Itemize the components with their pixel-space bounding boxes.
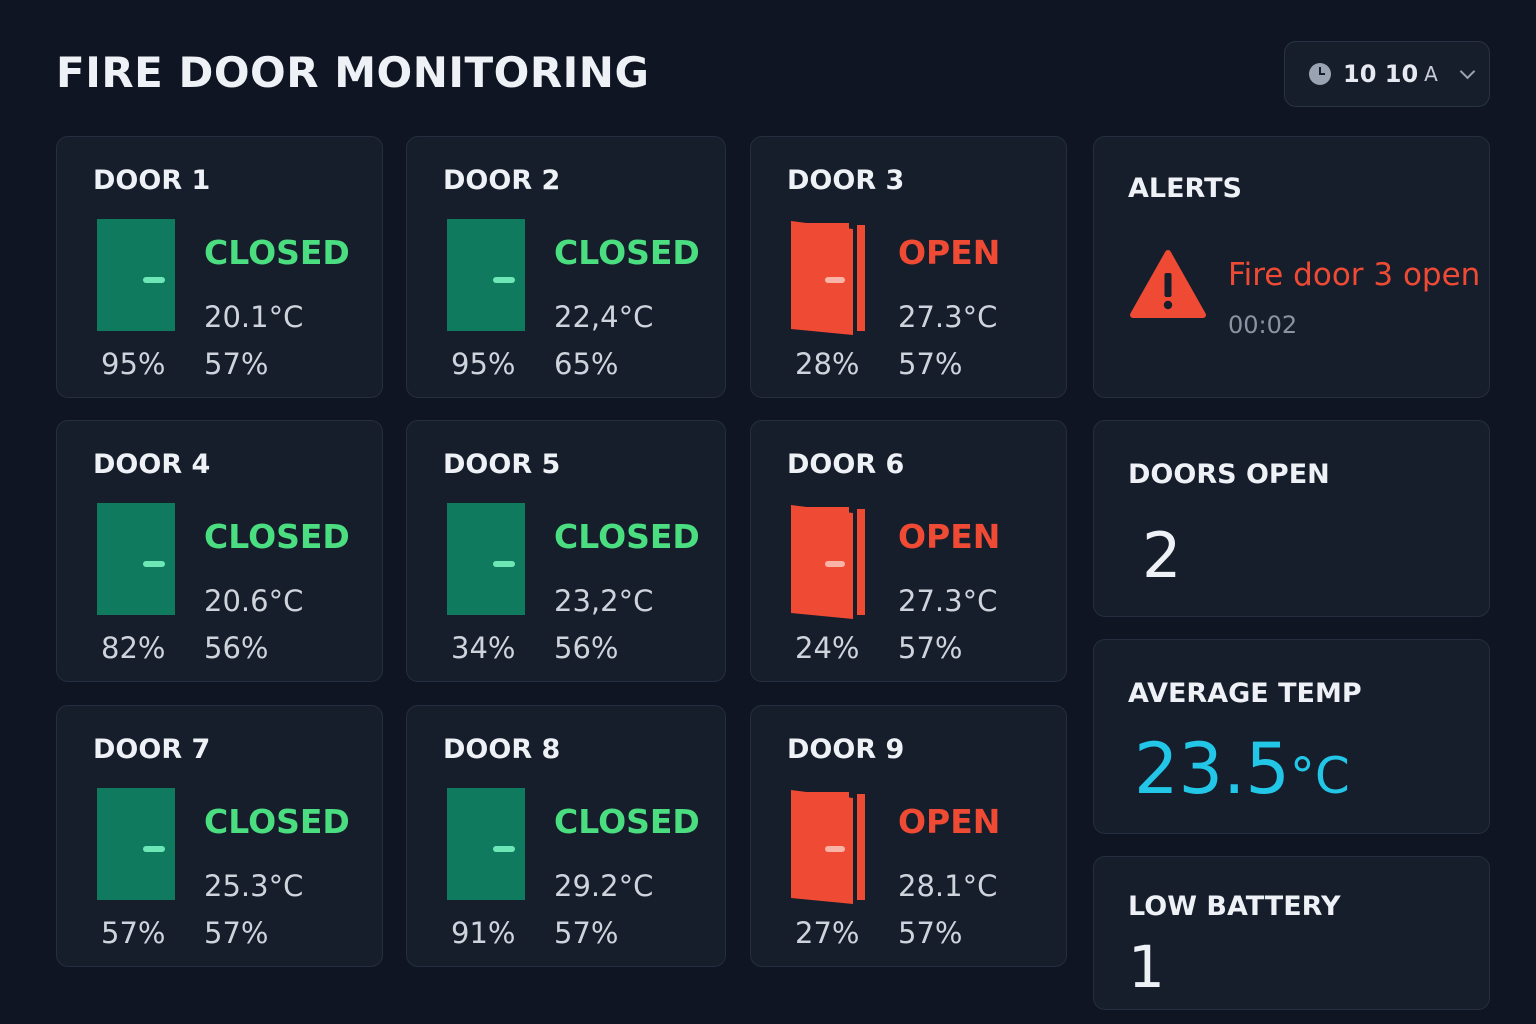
average-temp-title: AVERAGE TEMP — [1128, 678, 1362, 709]
door-battery: 27% — [795, 916, 860, 950]
door-temperature: 20.1°C — [204, 300, 304, 334]
door-card-2[interactable]: DOOR 2 CLOSED 22,4°C 95% 65% — [406, 136, 726, 398]
door-humidity: 56% — [554, 631, 619, 665]
door-temperature: 27.3°C — [898, 300, 998, 334]
door-closed-icon — [447, 788, 525, 900]
doors-open-count: 2 — [1142, 519, 1182, 592]
door-card-1[interactable]: DOOR 1 CLOSED 20.1°C 95% 57% — [56, 136, 383, 398]
door-card-5[interactable]: DOOR 5 CLOSED 23,2°C 34% 56% — [406, 420, 726, 682]
door-name: DOOR 4 — [93, 449, 211, 480]
page-title: FIRE DOOR MONITORING — [56, 48, 650, 97]
average-temp-unit: °C — [1289, 747, 1350, 805]
door-name: DOOR 8 — [443, 734, 561, 765]
door-name: DOOR 3 — [787, 165, 905, 196]
door-closed-icon — [97, 503, 175, 615]
door-temperature: 25.3°C — [204, 869, 304, 903]
door-card-7[interactable]: DOOR 7 CLOSED 25.3°C 57% 57% — [56, 705, 383, 967]
alert-message[interactable]: Fire door 3 open — [1228, 257, 1481, 293]
time-value: 10 10 — [1343, 60, 1419, 88]
door-battery: 95% — [451, 347, 516, 381]
door-card-9[interactable]: DOOR 9 OPEN 28.1°C 27% 57% — [750, 705, 1067, 967]
time-selector[interactable]: 10 10 A — [1284, 41, 1490, 107]
door-status: CLOSED — [554, 517, 700, 556]
door-open-icon — [791, 788, 869, 904]
door-temperature: 23,2°C — [554, 584, 654, 618]
door-humidity: 57% — [554, 916, 619, 950]
door-card-8[interactable]: DOOR 8 CLOSED 29.2°C 91% 57% — [406, 705, 726, 967]
door-name: DOOR 1 — [93, 165, 211, 196]
door-name: DOOR 9 — [787, 734, 905, 765]
door-status: OPEN — [898, 233, 1001, 272]
chevron-down-icon — [1459, 63, 1476, 79]
low-battery-card: LOW BATTERY 1 — [1093, 856, 1490, 1010]
door-humidity: 56% — [204, 631, 269, 665]
door-status: CLOSED — [204, 517, 350, 556]
door-battery: 34% — [451, 631, 516, 665]
door-humidity: 57% — [898, 916, 963, 950]
door-temperature: 29.2°C — [554, 869, 654, 903]
doors-open-card: DOORS OPEN 2 — [1093, 420, 1490, 617]
average-temp-readout: 23.5°C — [1134, 728, 1350, 810]
door-humidity: 65% — [554, 347, 619, 381]
alerts-card[interactable]: ALERTS Fire door 3 open 00:02 — [1093, 136, 1490, 398]
door-closed-icon — [97, 788, 175, 900]
low-battery-title: LOW BATTERY — [1128, 891, 1341, 922]
warning-icon — [1130, 250, 1206, 318]
alert-time: 00:02 — [1228, 311, 1298, 339]
door-status: CLOSED — [554, 233, 700, 272]
door-battery: 82% — [101, 631, 166, 665]
door-open-icon — [791, 503, 869, 619]
door-temperature: 20.6°C — [204, 584, 304, 618]
door-status: OPEN — [898, 517, 1001, 556]
door-humidity: 57% — [898, 631, 963, 665]
door-humidity: 57% — [204, 916, 269, 950]
door-name: DOOR 5 — [443, 449, 561, 480]
door-battery: 91% — [451, 916, 516, 950]
door-temperature: 28.1°C — [898, 869, 998, 903]
door-name: DOOR 2 — [443, 165, 561, 196]
door-card-6[interactable]: DOOR 6 OPEN 27.3°C 24% 57% — [750, 420, 1067, 682]
low-battery-count: 1 — [1128, 933, 1165, 1001]
door-name: DOOR 6 — [787, 449, 905, 480]
door-open-icon — [791, 219, 869, 335]
door-temperature: 27.3°C — [898, 584, 998, 618]
door-status: CLOSED — [204, 802, 350, 841]
door-battery: 28% — [795, 347, 860, 381]
door-temperature: 22,4°C — [554, 300, 654, 334]
door-name: DOOR 7 — [93, 734, 211, 765]
door-status: OPEN — [898, 802, 1001, 841]
average-temp-value: 23.5 — [1134, 728, 1290, 810]
door-card-3[interactable]: DOOR 3 OPEN 27.3°C 28% 57% — [750, 136, 1067, 398]
door-humidity: 57% — [204, 347, 269, 381]
doors-open-title: DOORS OPEN — [1128, 459, 1330, 490]
average-temp-card: AVERAGE TEMP 23.5°C — [1093, 639, 1490, 834]
clock-icon — [1309, 63, 1331, 85]
alerts-title: ALERTS — [1128, 173, 1242, 204]
door-closed-icon — [447, 503, 525, 615]
door-battery: 57% — [101, 916, 166, 950]
door-closed-icon — [447, 219, 525, 331]
door-card-4[interactable]: DOOR 4 CLOSED 20.6°C 82% 56% — [56, 420, 383, 682]
door-humidity: 57% — [898, 347, 963, 381]
time-suffix: A — [1424, 62, 1438, 86]
door-battery: 95% — [101, 347, 166, 381]
door-status: CLOSED — [554, 802, 700, 841]
door-closed-icon — [97, 219, 175, 331]
door-battery: 24% — [795, 631, 860, 665]
door-status: CLOSED — [204, 233, 350, 272]
